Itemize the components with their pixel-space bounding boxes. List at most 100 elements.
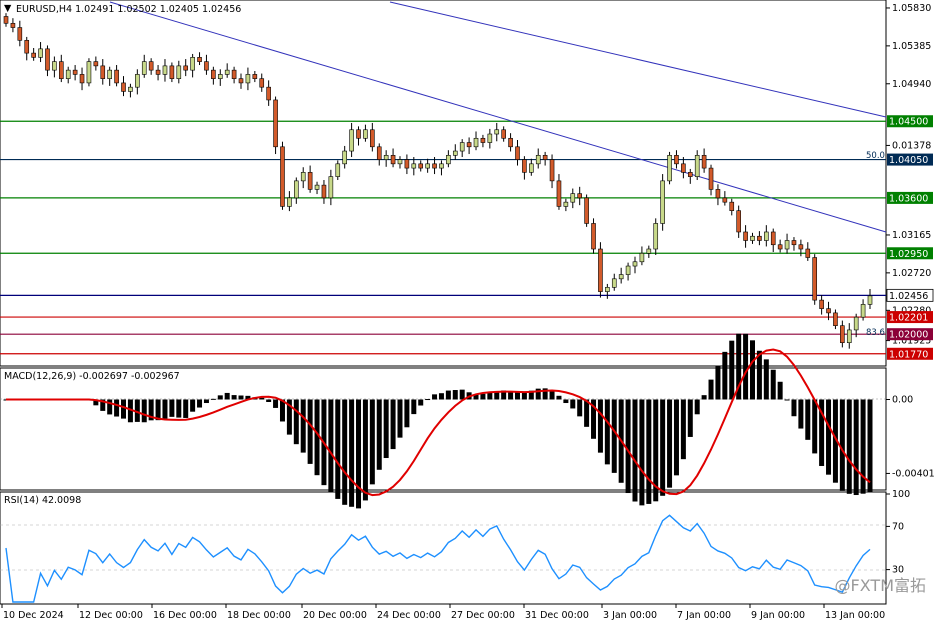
candle-body	[764, 231, 769, 241]
level-tag-label: 1.04500	[889, 117, 928, 128]
macd-bar	[383, 399, 389, 459]
candle-body	[197, 57, 202, 62]
candle-body	[31, 52, 36, 58]
macd-panel-frame	[0, 367, 887, 491]
candle-body	[128, 86, 133, 92]
rsi-tick-label: 30	[892, 565, 904, 576]
candle-body	[217, 74, 223, 79]
candle-body	[169, 65, 175, 79]
macd-bar	[653, 399, 659, 502]
macd-bar	[107, 399, 113, 415]
candle-body	[770, 231, 776, 246]
macd-bar	[556, 395, 562, 400]
macd-bar	[597, 399, 603, 453]
macd-bar	[535, 388, 541, 400]
price-tick-label: 1.01925	[892, 336, 931, 347]
candle-body	[605, 287, 610, 292]
macd-bar	[604, 399, 610, 465]
candle-body	[466, 142, 472, 148]
candle-body	[480, 137, 486, 143]
macd-bar	[224, 392, 230, 400]
time-tick-label: 24 Dec 00:00	[377, 610, 441, 621]
macd-bar	[708, 379, 714, 400]
candle-body	[45, 48, 50, 71]
candle-body	[411, 163, 417, 169]
watermark-logo: @FXTM富拓	[834, 576, 926, 595]
time-tick-label: 12 Dec 00:00	[79, 610, 143, 621]
candle-body	[757, 235, 762, 241]
macd-bar	[356, 399, 362, 509]
candle-body	[432, 163, 437, 169]
candle-body	[114, 69, 119, 84]
candle-body	[549, 159, 555, 182]
candle-body	[356, 129, 361, 139]
candle-body	[694, 155, 700, 177]
macd-bar	[867, 399, 873, 492]
candle-body	[204, 61, 209, 71]
macd-bar	[770, 369, 776, 400]
macd-bar	[819, 399, 825, 466]
macd-bar	[176, 399, 182, 418]
macd-bar	[542, 388, 548, 400]
macd-bar	[715, 365, 721, 400]
macd-bar	[680, 399, 686, 460]
fib-label-50: 50.0	[866, 151, 885, 161]
time-tick-label: 16 Dec 00:00	[153, 610, 217, 621]
candle-body	[736, 210, 741, 233]
rsi-panel-frame	[0, 491, 887, 605]
dropdown-icon[interactable]: ▼	[4, 3, 12, 14]
candle-body	[674, 155, 679, 165]
macd-bar	[832, 399, 838, 483]
level-tag-label: 1.03600	[889, 193, 928, 204]
candle-body	[79, 74, 85, 84]
level-tag-label: 1.01770	[889, 349, 928, 360]
macd-bar	[238, 395, 244, 400]
candle-body	[812, 257, 818, 301]
candle-body	[38, 48, 43, 58]
macd-bar	[390, 399, 396, 450]
candle-body	[777, 244, 783, 250]
candle-body	[273, 99, 278, 148]
macd-bar	[480, 393, 486, 400]
time-tick-label: 7 Jan 00:00	[677, 610, 731, 621]
level-tag-label: 1.04050	[889, 155, 928, 166]
price-axis: 1.05830 1.05385 1.04940 1.03165 1.02720 1.022…	[886, 3, 931, 347]
candle-body	[383, 155, 389, 160]
candle-body	[798, 244, 804, 250]
candle-body	[58, 61, 64, 79]
macd-tick-label: 0.00	[892, 395, 913, 406]
candle-body	[10, 22, 16, 28]
macd-bar	[473, 394, 479, 400]
candle-body	[487, 133, 493, 143]
macd-bar	[812, 399, 818, 454]
macd-bar	[853, 399, 859, 496]
macd-bar	[273, 399, 279, 408]
macd-bar	[570, 399, 576, 409]
candle-body	[687, 172, 693, 177]
macd-bar	[197, 399, 203, 408]
macd-bar	[694, 399, 700, 415]
macd-bar	[839, 399, 845, 491]
candle-body	[529, 163, 534, 173]
candle-body	[266, 86, 271, 101]
macd-bar	[459, 389, 465, 400]
candle-body	[501, 129, 506, 139]
lower-trendline	[109, 1, 887, 233]
candle-body	[390, 155, 396, 165]
candle-body	[252, 74, 258, 79]
macd-bar	[286, 399, 292, 435]
macd-bar	[425, 399, 431, 401]
level-tag	[887, 153, 933, 166]
macd-bar	[784, 399, 790, 401]
macd-bar	[528, 390, 534, 400]
candles	[3, 13, 873, 349]
macd-bar	[141, 399, 147, 423]
candle-body	[314, 184, 320, 190]
macd-bar	[114, 399, 120, 417]
level-tag	[887, 191, 933, 204]
candle-body	[24, 40, 30, 54]
price-tick-label: 1.05385	[892, 41, 931, 52]
macd-bar	[777, 381, 783, 400]
price-level-tags: 1.04500 1.04050 1.03600 1.02950 1.02456 1.022…	[886, 115, 934, 360]
